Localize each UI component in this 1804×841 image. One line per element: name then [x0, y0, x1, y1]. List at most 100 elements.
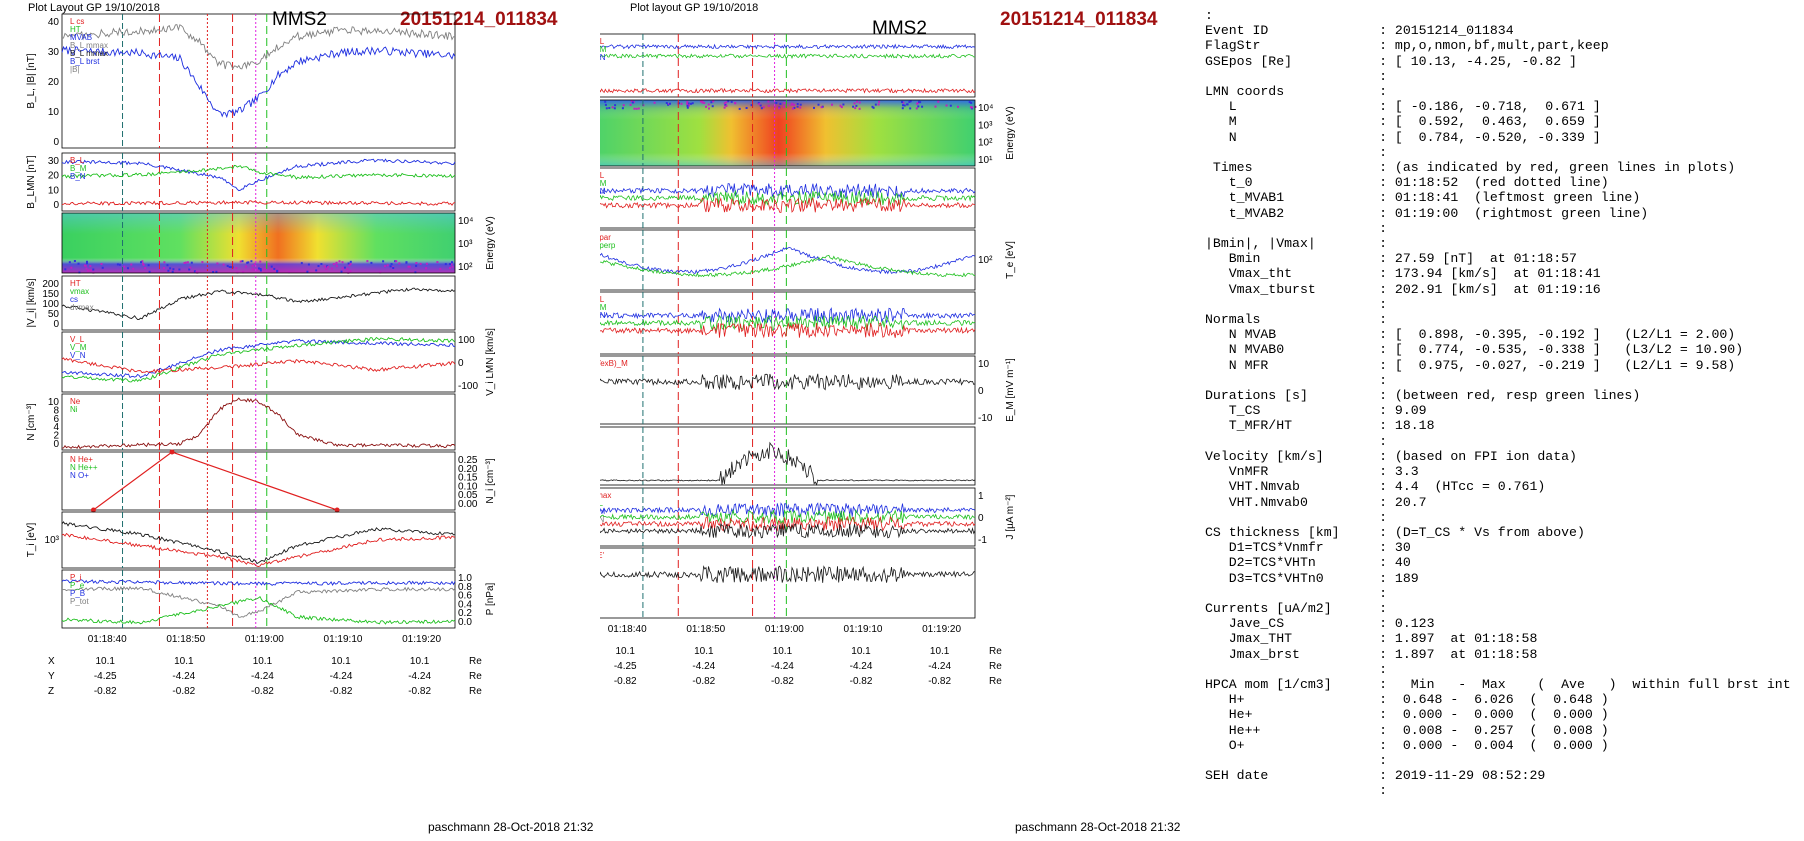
y-axis-label: Energy (eV) [485, 216, 496, 269]
spectrogram-speck [201, 261, 204, 264]
y-tick-label: 10² [978, 138, 993, 149]
spectrogram-speck [934, 105, 937, 108]
y-tick-label: 100 [42, 299, 59, 310]
chart-panel-right-9: -10-505J*E' [nW m⁻³]J*E' [600, 547, 976, 619]
spectrogram-speck [839, 104, 842, 107]
summary-line: : [1205, 144, 1388, 160]
summary-line: L : [ -0.186, -0.718, 0.671 ] [1205, 99, 1601, 115]
spectrogram-speck [451, 265, 454, 268]
spectrogram-speck [163, 267, 165, 270]
panel-frame [600, 99, 976, 167]
y-axis-label: B_L, |B| [nT] [26, 53, 37, 108]
y-tick-label: 6 [53, 414, 59, 425]
spectrogram-speck [92, 268, 95, 271]
y-axis-label: T_e [eV] [1005, 241, 1016, 279]
spectrogram-speck [937, 100, 940, 103]
spectrogram-speck [390, 263, 393, 266]
y-axis-label: N_i [cm⁻³] [485, 458, 496, 504]
y-axis-label: J [µA m⁻²] [1005, 494, 1016, 539]
summary-line: t_MVAB2 : 01:19:00 (rightmost green line… [1205, 205, 1649, 221]
summary-line: : [1205, 433, 1388, 449]
spectrogram-speck [171, 270, 174, 273]
position-value: 10.1 [615, 646, 635, 657]
legend-entry: B_L [600, 37, 605, 46]
series-line [61, 164, 456, 180]
summary-line: He++ : 0.008 - 0.257 ( 0.008 ) [1205, 722, 1609, 738]
summary-line: Jave_CS : 0.123 [1205, 616, 1435, 632]
spectrogram-speck [622, 104, 625, 107]
spectrogram-speck [902, 101, 905, 104]
spectrogram-speck [348, 264, 351, 267]
spectrogram-speck [858, 101, 861, 104]
right-footer: paschmann 28-Oct-2018 21:32 [1015, 820, 1181, 834]
series-line [61, 397, 456, 450]
spectrogram-speck [163, 261, 166, 264]
spectrogram-speck [611, 106, 614, 109]
y-axis-label: N [cm⁻³] [26, 403, 37, 441]
spectrogram-speck [395, 260, 398, 263]
spectrogram-speck [680, 102, 683, 105]
spectrogram-speck [306, 270, 309, 273]
legend-entry: B_L mmax [70, 49, 108, 58]
chart-panel-right-7: 0.51.01.5|J| [µA m⁻²]|J| [600, 426, 976, 486]
legend-entry: J max [600, 491, 611, 500]
series-point [169, 449, 175, 455]
spectrogram-speck [687, 102, 690, 105]
time-tick-label: 01:19:00 [245, 634, 284, 645]
legend-entry: cs [70, 295, 78, 304]
summary-line: FlagStr : mp,o,nmon,bf,mult,part,keep [1205, 38, 1609, 54]
spectrogram-speck [686, 104, 689, 107]
summary-line: : [1205, 661, 1388, 677]
legend-entry: B_N [70, 172, 86, 181]
summary-line: Vmax_tburst : 202.91 [km/s] at 01:19:16 [1205, 281, 1601, 297]
summary-line: |Bmin|, |Vmax| : [1205, 236, 1388, 252]
y-axis-label: P [nPa] [485, 582, 496, 615]
legend-entry: V_L [600, 171, 605, 180]
spectrogram-speck [908, 100, 911, 103]
spectrogram-speck [250, 260, 253, 263]
spectrogram-speck [902, 104, 904, 107]
y-tick-label: 0.20 [458, 464, 478, 475]
spectrogram-speck [189, 266, 192, 269]
y-tick-label: 200 [42, 279, 59, 290]
spectrogram-speck [147, 264, 150, 267]
spectrogram-speck [791, 107, 794, 110]
spectrogram-speck [87, 269, 89, 272]
spectrogram-speck [874, 103, 877, 106]
spectrogram-speck [918, 100, 920, 103]
summary-line: : [1205, 372, 1388, 388]
series-line [600, 441, 976, 486]
summary-line: LMN coords : [1205, 84, 1388, 100]
series-line [61, 579, 456, 586]
panel-frame [61, 569, 456, 629]
legend-entry: T_perp [600, 241, 616, 250]
spectrogram-speck [730, 100, 733, 103]
y-tick-label: 150 [42, 289, 59, 300]
summary-line: N : [ 0.784, -0.520, -0.339 ] [1205, 129, 1601, 145]
legend-entry: V_L [70, 335, 85, 344]
series-line [600, 307, 976, 324]
spectrogram-speck [750, 104, 753, 107]
spectrogram-speck [379, 271, 382, 274]
series-line [600, 322, 976, 339]
series-line [600, 314, 976, 332]
spectrogram-speck [614, 104, 617, 107]
series-line [93, 451, 338, 511]
position-value: 10.1 [773, 646, 793, 657]
spectrogram-speck [906, 103, 909, 106]
y-tick-label: 0 [978, 513, 984, 524]
chart-panel-left-9: 0.00.20.40.60.81.0 P [nPa] P_iP_eP_BP_tot [61, 569, 496, 629]
spectrogram-speck [68, 261, 71, 264]
spectrogram-speck [235, 267, 238, 269]
panel-frame [61, 212, 456, 274]
position-unit: Re [989, 646, 1002, 657]
y-tick-label: 1.0 [458, 573, 472, 584]
spectrogram-speck [127, 267, 129, 270]
summary-line: : [1205, 752, 1388, 768]
spectrogram-speck [251, 264, 254, 267]
series-line [600, 43, 976, 50]
y-tick-label: 1 [978, 491, 984, 502]
spectrogram-speck [216, 262, 219, 265]
y-tick-label: 30 [48, 47, 60, 58]
